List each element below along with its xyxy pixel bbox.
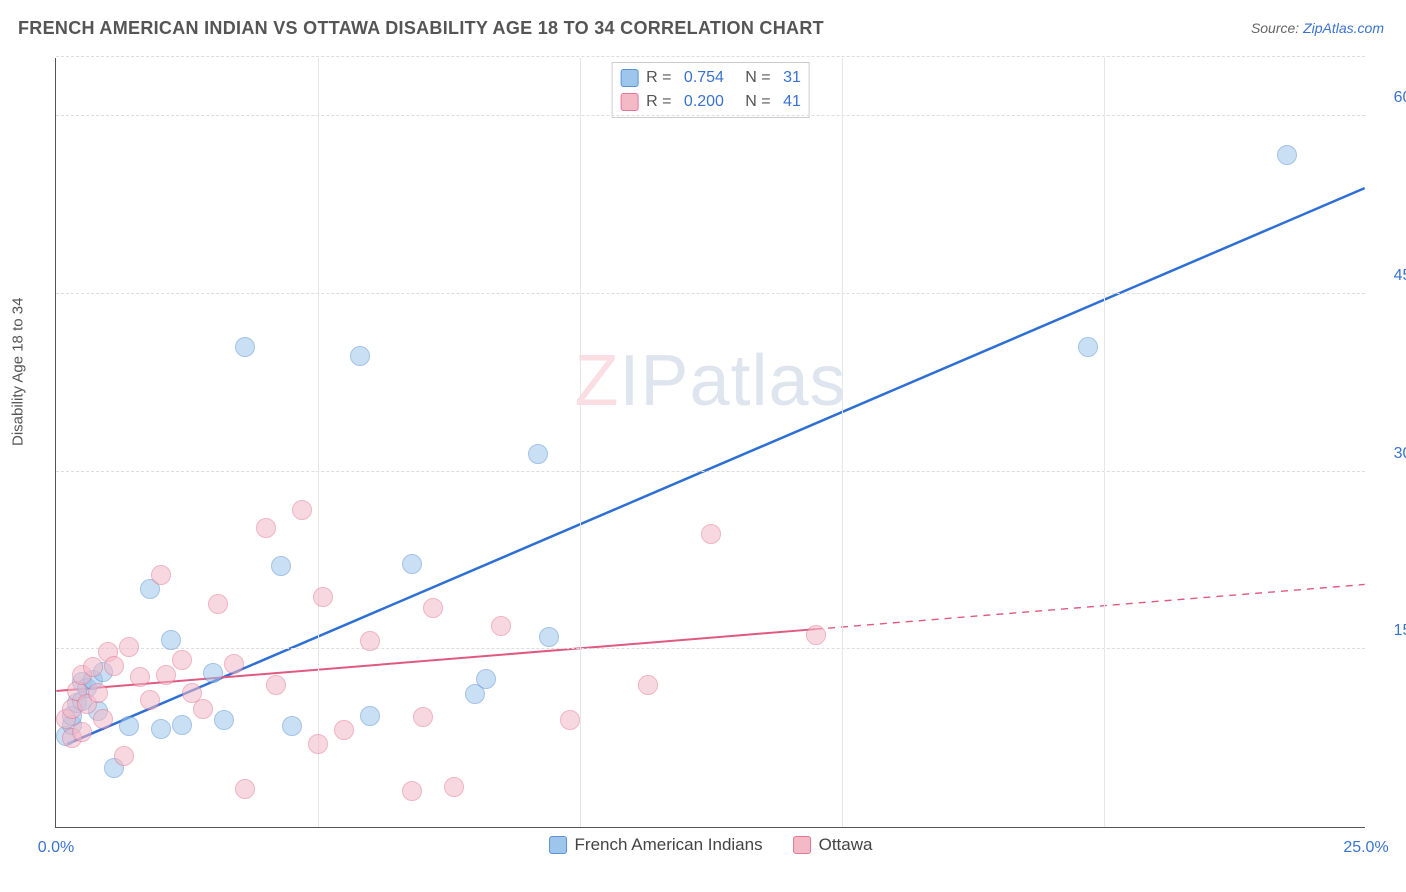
gridline-v [580,58,581,827]
n-value: 31 [783,66,801,90]
data-point-ottawa [235,779,255,799]
data-point-ottawa [193,699,213,719]
data-point-french [528,444,548,464]
source-link[interactable]: ZipAtlas.com [1303,20,1384,36]
source-label: Source: [1251,20,1303,36]
plot-area: ZIPatlas R = 0.754 N = 31R = 0.200 N = 4… [55,58,1365,828]
data-point-ottawa [256,518,276,538]
data-point-ottawa [444,777,464,797]
n-label: N = [732,66,775,90]
data-point-ottawa [491,616,511,636]
correlation-chart: FRENCH AMERICAN INDIAN VS OTTAWA DISABIL… [0,0,1406,892]
gridline-h [56,115,1365,116]
gridline-h [56,471,1365,472]
data-point-ottawa [701,524,721,544]
source-attribution: Source: ZipAtlas.com [1251,20,1384,36]
gridline-v [318,58,319,827]
data-point-ottawa [806,625,826,645]
swatch-ottawa [793,836,811,854]
stats-legend: R = 0.754 N = 31R = 0.200 N = 41 [611,62,810,118]
data-point-french [235,337,255,357]
trend-line-ottawa-extended [815,584,1364,629]
stats-row-french: R = 0.754 N = 31 [620,66,801,90]
data-point-french [360,706,380,726]
data-point-ottawa [266,675,286,695]
data-point-ottawa [172,650,192,670]
r-label: R = [646,66,676,90]
series-legend: French American Indians Ottawa [549,835,873,855]
data-point-ottawa [308,734,328,754]
y-tick-label: 15.0% [1379,622,1406,640]
data-point-french [476,669,496,689]
n-value: 41 [783,90,801,114]
data-point-ottawa [313,587,333,607]
data-point-french [151,719,171,739]
swatch-ottawa [620,93,638,111]
data-point-ottawa [292,500,312,520]
data-point-ottawa [560,710,580,730]
trend-lines [56,58,1365,827]
data-point-french [172,715,192,735]
data-point-ottawa [156,665,176,685]
chart-title: FRENCH AMERICAN INDIAN VS OTTAWA DISABIL… [18,18,824,39]
r-label: R = [646,90,676,114]
y-axis-label: Disability Age 18 to 34 [10,298,27,446]
r-value: 0.754 [684,66,724,90]
gridline-v [1104,58,1105,827]
data-point-ottawa [224,654,244,674]
legend-item-french: French American Indians [549,835,763,855]
data-point-ottawa [72,722,92,742]
data-point-french [119,716,139,736]
y-tick-label: 30.0% [1379,445,1406,463]
n-label: N = [732,90,775,114]
legend-item-ottawa: Ottawa [793,835,873,855]
trend-line-french [67,188,1365,744]
data-point-french [1277,145,1297,165]
data-point-ottawa [88,683,108,703]
data-point-french [282,716,302,736]
data-point-french [161,630,181,650]
data-point-ottawa [423,598,443,618]
legend-label: French American Indians [575,835,763,855]
data-point-ottawa [130,667,150,687]
data-point-french [271,556,291,576]
data-point-ottawa [208,594,228,614]
gridline-h [56,56,1365,57]
data-point-ottawa [151,565,171,585]
swatch-french [549,836,567,854]
swatch-french [620,69,638,87]
gridline-h [56,293,1365,294]
data-point-ottawa [83,657,103,677]
y-tick-label: 60.0% [1379,89,1406,107]
stats-row-ottawa: R = 0.200 N = 41 [620,90,801,114]
gridline-h [56,648,1365,649]
data-point-french [214,710,234,730]
data-point-ottawa [140,690,160,710]
data-point-ottawa [360,631,380,651]
data-point-ottawa [114,746,134,766]
legend-label: Ottawa [819,835,873,855]
data-point-ottawa [119,637,139,657]
data-point-ottawa [334,720,354,740]
data-point-ottawa [413,707,433,727]
data-point-french [539,627,559,647]
data-point-ottawa [638,675,658,695]
data-point-ottawa [104,656,124,676]
data-point-french [1078,337,1098,357]
x-tick-label: 0.0% [38,839,74,857]
data-point-french [203,663,223,683]
gridline-v [842,58,843,827]
r-value: 0.200 [684,90,724,114]
data-point-french [402,554,422,574]
data-point-french [350,346,370,366]
data-point-ottawa [402,781,422,801]
x-tick-label: 25.0% [1343,839,1388,857]
data-point-ottawa [93,709,113,729]
y-tick-label: 45.0% [1379,267,1406,285]
